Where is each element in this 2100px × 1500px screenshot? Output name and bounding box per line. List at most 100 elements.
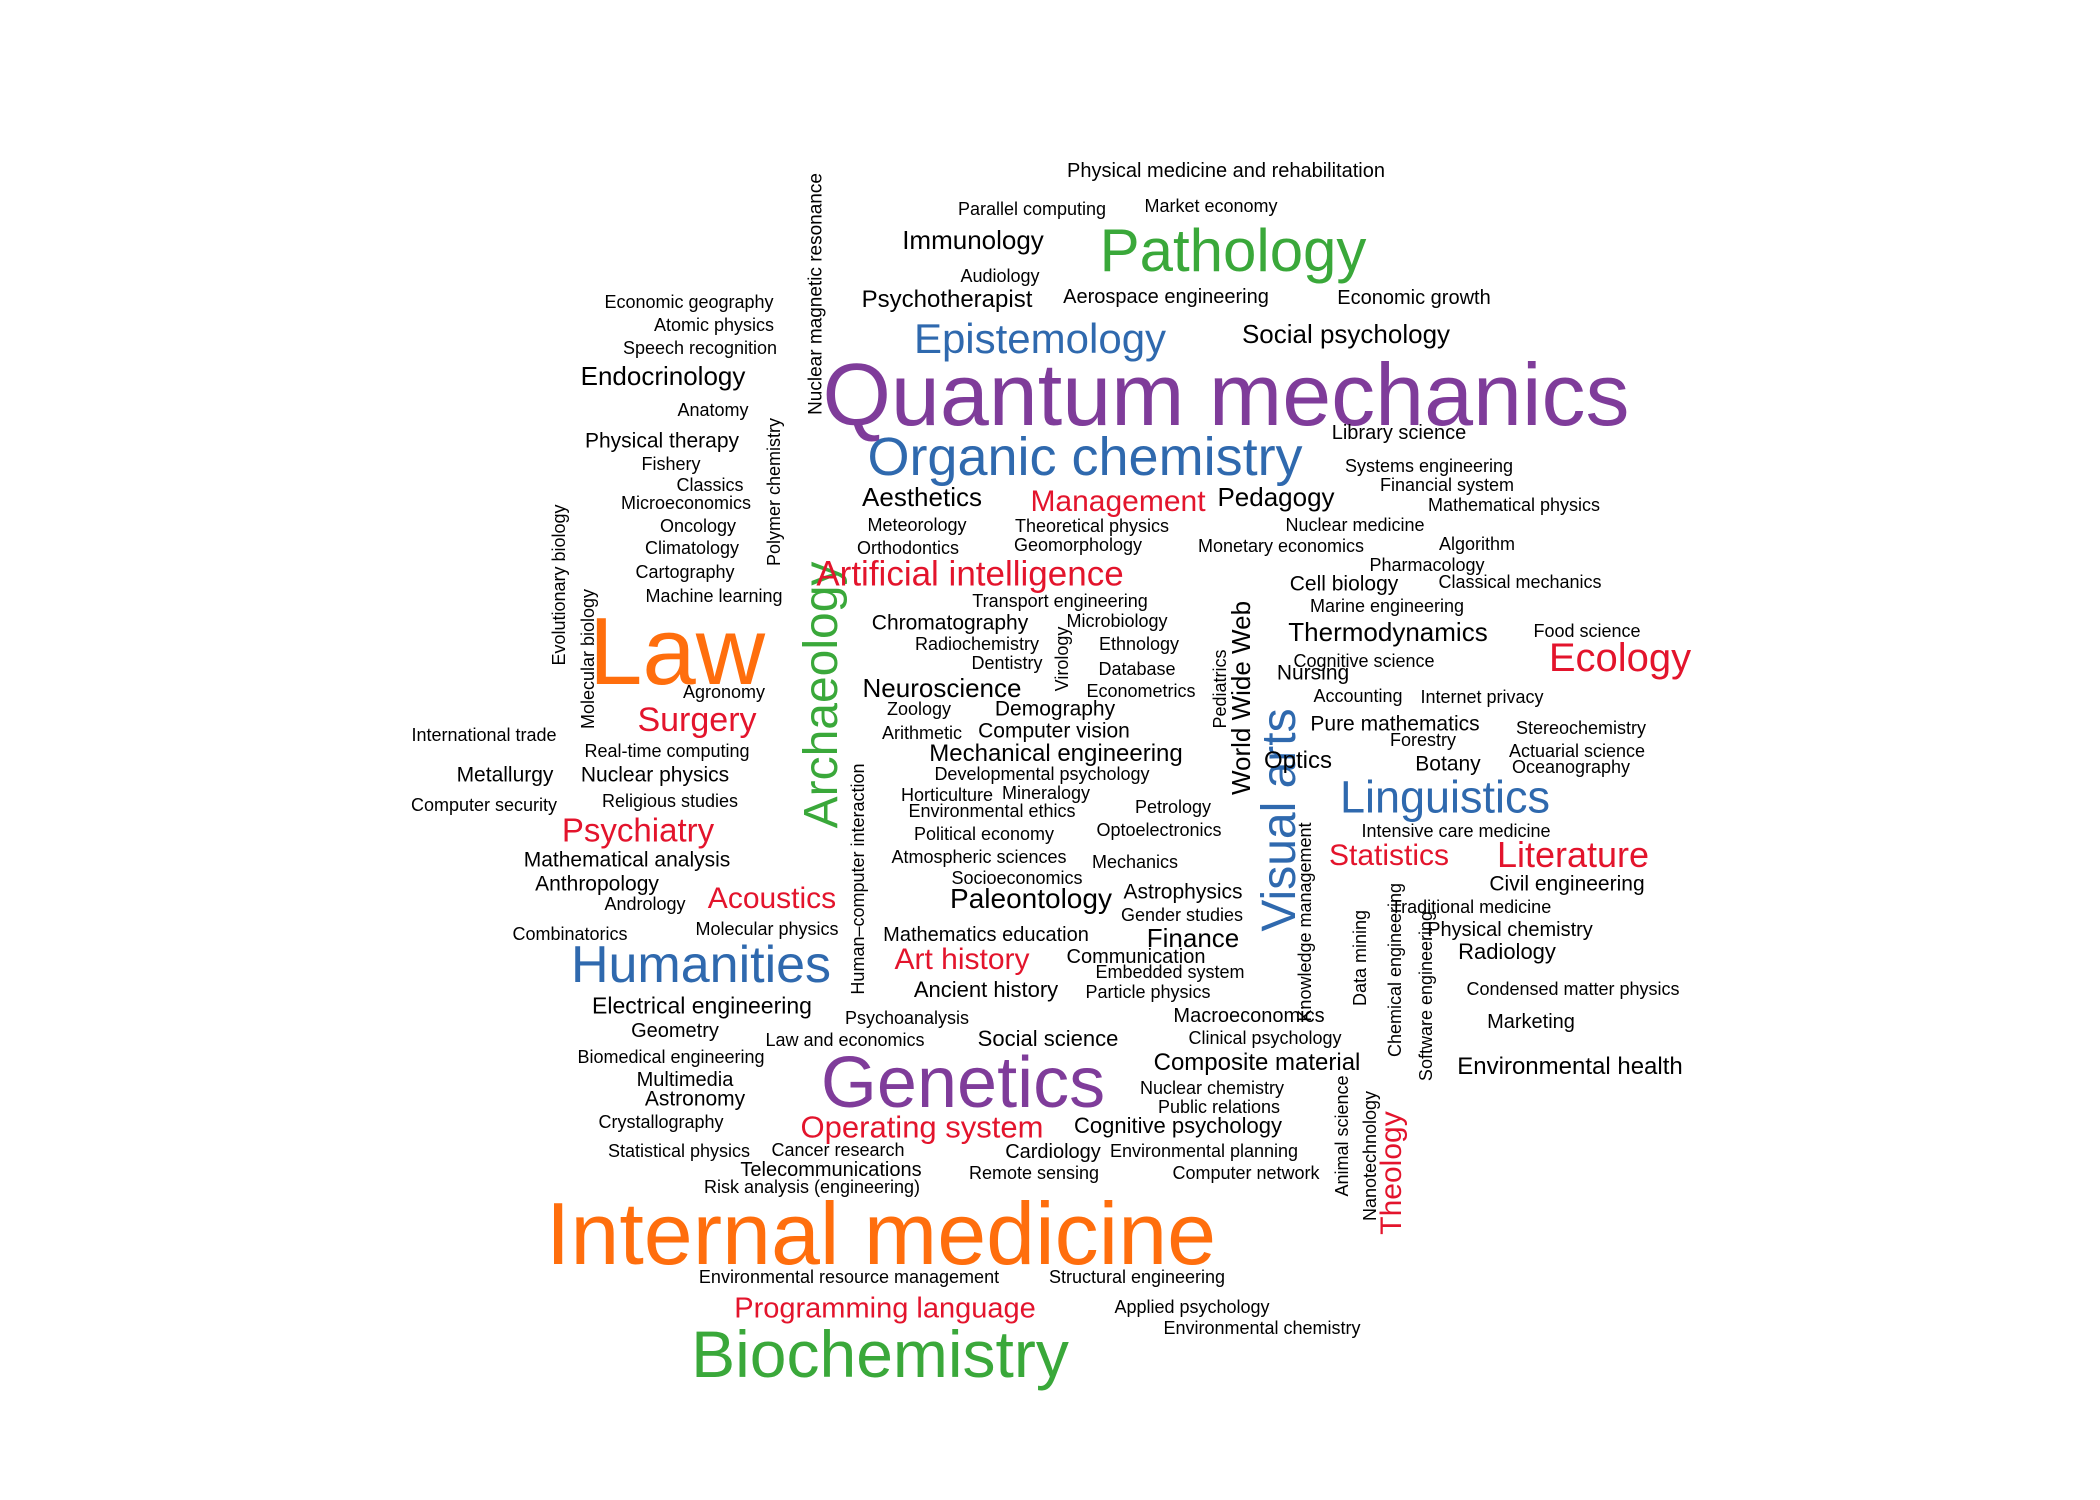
word-anatomy: Anatomy: [677, 400, 749, 420]
word-mathematical-analysis: Mathematical analysis: [523, 848, 731, 872]
word-social-psychology: Social psychology: [1241, 319, 1451, 349]
word-developmental-psychology: Developmental psychology: [934, 764, 1150, 784]
word-mineralogy: Mineralogy: [1001, 783, 1091, 803]
word-nuclear-physics: Nuclear physics: [580, 763, 730, 787]
word-microeconomics: Microeconomics: [620, 493, 752, 513]
word-radiology: Radiology: [1458, 939, 1556, 964]
word-knowledge-management: Knowledge management: [1295, 822, 1315, 1022]
word-cognitive-science: Cognitive science: [1293, 651, 1435, 671]
word-virology: Virology: [1052, 626, 1072, 692]
word-structural-engineering: Structural engineering: [1048, 1267, 1226, 1287]
word-multimedia: Multimedia: [636, 1069, 734, 1091]
word-composite-material: Composite material: [1153, 1049, 1361, 1076]
word-arithmetic: Arithmetic: [881, 723, 963, 743]
word-database: Database: [1098, 659, 1176, 679]
word-artificial-intelligence: Artificial intelligence: [816, 554, 1124, 594]
word-cognitive-psychology: Cognitive psychology: [1074, 1113, 1282, 1138]
word-parallel-computing: Parallel computing: [957, 199, 1107, 219]
word-ancient-history: Ancient history: [913, 977, 1059, 1002]
word-archaeology: Archaeology: [795, 561, 848, 829]
word-cell-biology: Cell biology: [1289, 572, 1399, 596]
word-intensive-care-medicine: Intensive care medicine: [1361, 821, 1551, 841]
word-market-economy: Market economy: [1144, 196, 1278, 216]
word-endocrinology: Endocrinology: [580, 361, 746, 391]
word-programming-language: Programming language: [734, 1292, 1036, 1325]
word-physical-therapy: Physical therapy: [584, 429, 740, 453]
word-nuclear-medicine: Nuclear medicine: [1285, 515, 1425, 535]
word-public-relations: Public relations: [1157, 1097, 1281, 1117]
word-biochemistry: Biochemistry: [691, 1317, 1069, 1391]
word-genetics: Genetics: [820, 1043, 1106, 1123]
word-nuclear-magnetic-resonance: Nuclear magnetic resonance: [805, 173, 827, 415]
word-combinatorics: Combinatorics: [512, 924, 628, 944]
word-immunology: Immunology: [902, 225, 1044, 255]
word-international-trade: International trade: [411, 725, 557, 745]
word-particle-physics: Particle physics: [1085, 982, 1211, 1002]
word-transport-engineering: Transport engineering: [972, 591, 1148, 611]
word-physical-medicine-and-rehabilitation: Physical medicine and rehabilitation: [1067, 160, 1385, 182]
word-quantum-mechanics: Quantum mechanics: [822, 345, 1630, 444]
word-polymer-chemistry: Polymer chemistry: [764, 417, 784, 567]
word-financial-system: Financial system: [1379, 475, 1515, 495]
word-audiology: Audiology: [960, 266, 1040, 286]
word-theoretical-physics: Theoretical physics: [1014, 516, 1170, 536]
word-demography: Demography: [994, 697, 1116, 721]
word-atmospheric-sciences: Atmospheric sciences: [891, 847, 1067, 867]
word-optics: Optics: [1263, 747, 1333, 774]
word-atomic-physics: Atomic physics: [653, 315, 775, 335]
word-horticulture: Horticulture: [900, 785, 994, 805]
word-optoelectronics: Optoelectronics: [1096, 820, 1222, 840]
word-law-and-economics: Law and economics: [765, 1030, 925, 1050]
word-nanotechnology: Nanotechnology: [1360, 1090, 1380, 1222]
word-communication: Communication: [1066, 946, 1206, 968]
word-software-engineering: Software engineering: [1416, 910, 1436, 1082]
word-geomorphology: Geomorphology: [1013, 535, 1143, 555]
word-mechanical-engineering: Mechanical engineering: [929, 740, 1183, 767]
word-risk-analysis-engineering: Risk analysis (engineering): [703, 1177, 921, 1197]
word-civil-engineering: Civil engineering: [1489, 872, 1645, 896]
word-environmental-health: Environmental health: [1457, 1053, 1683, 1080]
word-computer-network: Computer network: [1172, 1163, 1320, 1183]
word-art-history: Art history: [894, 943, 1030, 976]
word-pedagogy: Pedagogy: [1217, 482, 1335, 512]
word-humanities: Humanities: [570, 936, 832, 994]
word-economic-growth: Economic growth: [1337, 287, 1491, 309]
word-molecular-biology: Molecular biology: [578, 588, 598, 730]
word-psychiatry: Psychiatry: [561, 811, 715, 849]
word-marketing: Marketing: [1487, 1011, 1575, 1033]
word-ethnology: Ethnology: [1098, 634, 1180, 654]
word-environmental-planning: Environmental planning: [1109, 1141, 1299, 1161]
word-surgery: Surgery: [637, 701, 757, 739]
word-environmental-chemistry: Environmental chemistry: [1163, 1318, 1361, 1338]
word-statistical-physics: Statistical physics: [607, 1141, 751, 1161]
word-speech-recognition: Speech recognition: [622, 338, 778, 358]
word-environmental-ethics: Environmental ethics: [908, 801, 1076, 821]
word-fishery: Fishery: [641, 454, 701, 474]
word-religious-studies: Religious studies: [601, 791, 739, 811]
word-meteorology: Meteorology: [867, 515, 967, 535]
word-agronomy: Agronomy: [682, 682, 766, 702]
word-mathematical-physics: Mathematical physics: [1427, 495, 1601, 515]
word-aesthetics: Aesthetics: [862, 482, 982, 512]
word-geometry: Geometry: [631, 1020, 719, 1042]
word-thermodynamics: Thermodynamics: [1288, 617, 1488, 647]
word-epistemology: Epistemology: [913, 315, 1167, 362]
word-internet-privacy: Internet privacy: [1420, 687, 1544, 707]
word-psychoanalysis: Psychoanalysis: [844, 1008, 970, 1028]
word-oceanography: Oceanography: [1511, 757, 1631, 777]
word-electrical-engineering: Electrical engineering: [592, 992, 812, 1019]
word-radiochemistry: Radiochemistry: [914, 634, 1040, 654]
word-theology: Theology: [1375, 1111, 1408, 1235]
word-accounting: Accounting: [1313, 686, 1403, 706]
word-gender-studies: Gender studies: [1120, 905, 1244, 925]
word-dentistry: Dentistry: [971, 653, 1043, 673]
word-chemical-engineering: Chemical engineering: [1385, 882, 1405, 1058]
word-traditional-medicine: Traditional medicine: [1390, 897, 1552, 917]
word-andrology: Andrology: [604, 894, 686, 914]
word-linguistics: Linguistics: [1339, 771, 1551, 823]
word-pure-mathematics: Pure mathematics: [1310, 712, 1480, 736]
word-statistics: Statistics: [1328, 839, 1450, 872]
word-biomedical-engineering: Biomedical engineering: [577, 1047, 765, 1067]
word-algorithm: Algorithm: [1438, 534, 1516, 554]
